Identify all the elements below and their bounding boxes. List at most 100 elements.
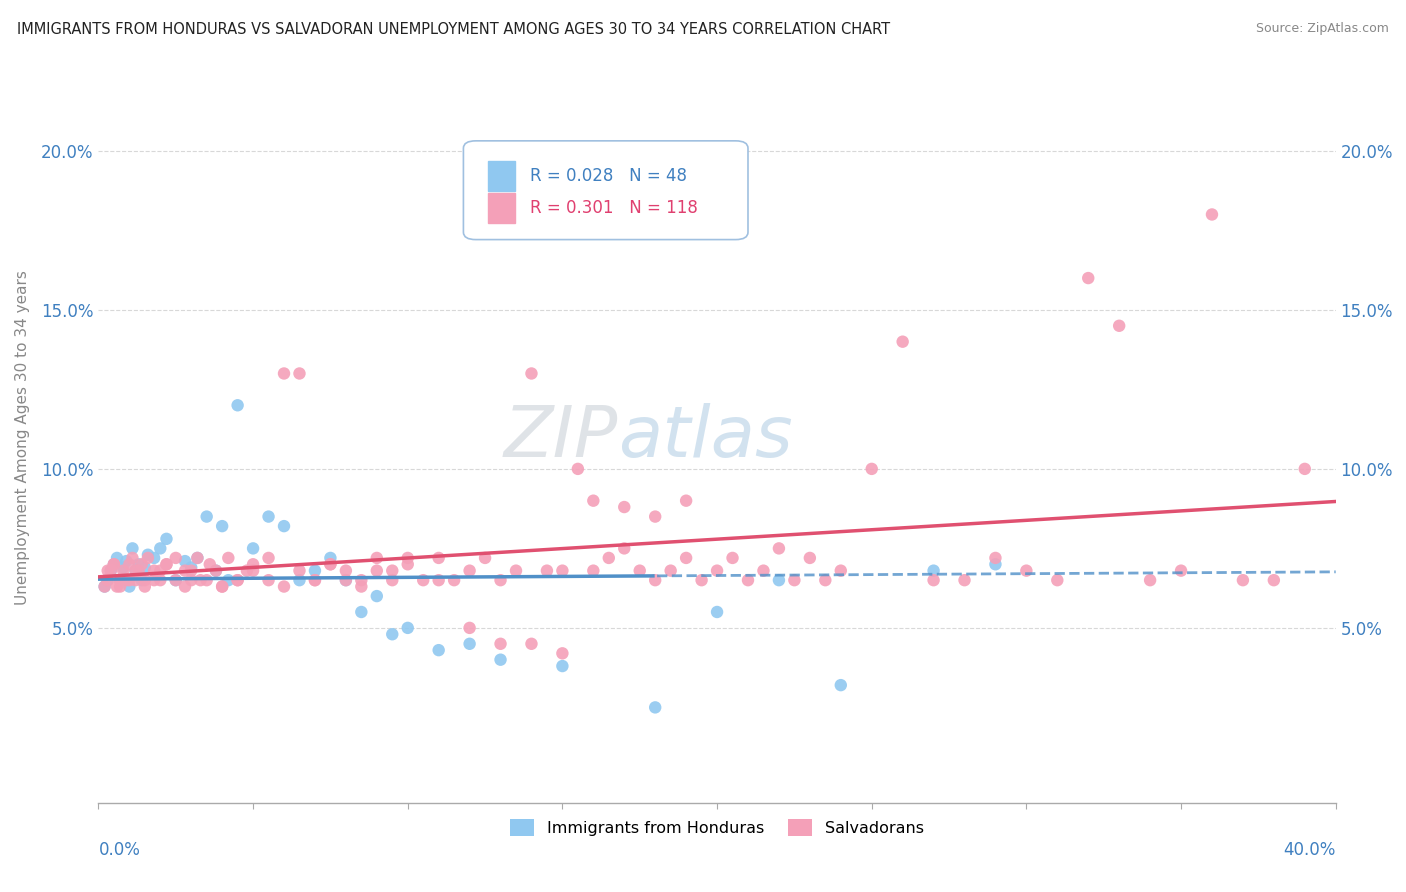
Point: [97, 573, 120, 587]
Text: 40.0%: 40.0%: [1284, 841, 1336, 859]
Point: [124, 564, 146, 578]
Point: [121, 550, 143, 565]
Point: [474, 550, 496, 565]
Text: atlas: atlas: [619, 402, 793, 472]
Point: [1201, 207, 1223, 221]
Point: [891, 334, 914, 349]
Point: [149, 573, 172, 587]
Point: [288, 573, 311, 587]
Point: [186, 550, 208, 565]
Point: [536, 564, 558, 578]
Point: [427, 573, 450, 587]
Point: [236, 564, 259, 578]
Point: [226, 573, 249, 587]
Point: [97, 564, 120, 578]
Point: [165, 573, 187, 587]
Point: [644, 573, 666, 587]
Point: [427, 550, 450, 565]
Point: [613, 541, 636, 556]
Point: [131, 558, 153, 572]
Point: [273, 519, 295, 533]
Bar: [488, 193, 516, 224]
Point: [112, 560, 135, 574]
Point: [97, 573, 120, 587]
Point: [165, 573, 187, 587]
Point: [115, 573, 138, 587]
Point: [1139, 573, 1161, 587]
Point: [195, 573, 218, 587]
Point: [288, 367, 311, 381]
Point: [830, 564, 852, 578]
Point: [335, 573, 357, 587]
Point: [155, 558, 177, 572]
Point: [1263, 573, 1285, 587]
Point: [288, 564, 311, 578]
Point: [180, 560, 202, 574]
Point: [366, 550, 388, 565]
Point: [381, 573, 404, 587]
Point: [489, 573, 512, 587]
Point: [273, 580, 295, 594]
Point: [752, 564, 775, 578]
Point: [128, 558, 150, 572]
Point: [458, 621, 481, 635]
Point: [706, 605, 728, 619]
Point: [458, 564, 481, 578]
Point: [115, 554, 138, 568]
Point: [520, 367, 543, 381]
Point: [198, 558, 221, 572]
Text: Source: ZipAtlas.com: Source: ZipAtlas.com: [1256, 22, 1389, 36]
Point: [257, 573, 280, 587]
Point: [335, 564, 357, 578]
Y-axis label: Unemployment Among Ages 30 to 34 years: Unemployment Among Ages 30 to 34 years: [15, 269, 30, 605]
Point: [783, 573, 806, 587]
Point: [242, 564, 264, 578]
Bar: [488, 161, 516, 191]
Point: [103, 558, 125, 572]
Point: [118, 558, 141, 572]
Point: [489, 637, 512, 651]
Point: [1077, 271, 1099, 285]
Point: [136, 548, 159, 562]
Point: [112, 564, 135, 578]
Point: [458, 637, 481, 651]
Point: [922, 564, 945, 578]
Point: [103, 558, 125, 572]
Point: [136, 550, 159, 565]
Point: [226, 573, 249, 587]
Point: [768, 573, 790, 587]
Point: [366, 589, 388, 603]
Point: [644, 700, 666, 714]
Point: [124, 564, 146, 578]
Point: [131, 573, 153, 587]
Point: [124, 573, 146, 587]
Point: [675, 550, 697, 565]
Point: [690, 573, 713, 587]
Point: [350, 605, 373, 619]
Point: [304, 564, 326, 578]
Point: [211, 580, 233, 594]
Point: [582, 493, 605, 508]
Point: [103, 558, 125, 572]
Point: [304, 573, 326, 587]
Point: [134, 573, 156, 587]
Point: [174, 580, 197, 594]
Point: [505, 564, 527, 578]
Legend: Immigrants from Honduras, Salvadorans: Immigrants from Honduras, Salvadorans: [503, 813, 931, 842]
Point: [799, 550, 821, 565]
Point: [319, 558, 342, 572]
Point: [217, 550, 239, 565]
Point: [195, 509, 218, 524]
Point: [628, 564, 651, 578]
Point: [551, 659, 574, 673]
Text: 0.0%: 0.0%: [98, 841, 141, 859]
Point: [273, 367, 295, 381]
Point: [304, 573, 326, 587]
Point: [105, 580, 128, 594]
Point: [211, 580, 233, 594]
Point: [582, 564, 605, 578]
Point: [134, 560, 156, 574]
Point: [1232, 573, 1254, 587]
Point: [412, 573, 434, 587]
Point: [830, 678, 852, 692]
